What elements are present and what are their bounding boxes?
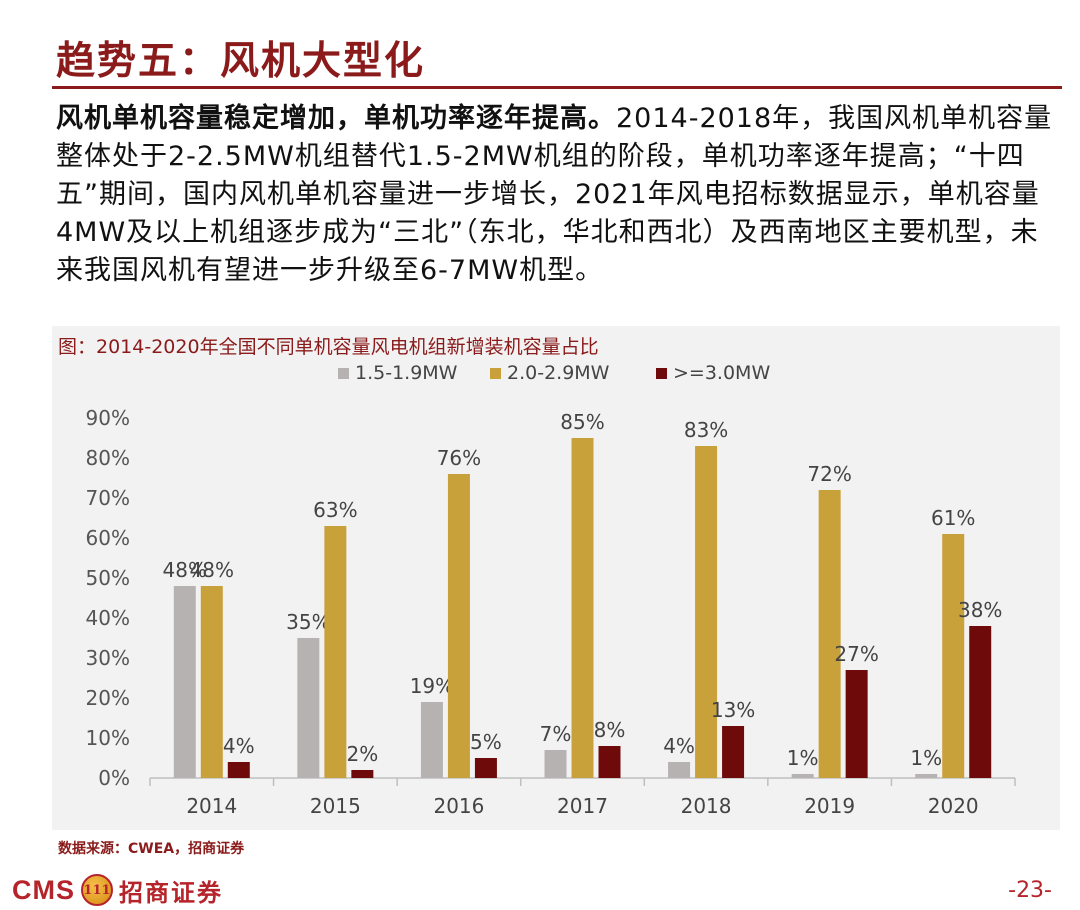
data-label-2017-2: 8%: [594, 718, 626, 742]
data-label-2016-0: 19%: [410, 674, 454, 698]
data-label-2020-0: 1%: [910, 746, 942, 770]
y-tick-label-1: 10%: [86, 726, 130, 750]
data-label-2015-2: 2%: [346, 742, 378, 766]
y-tick-label-3: 30%: [86, 646, 130, 670]
data-label-2018-2: 13%: [711, 698, 755, 722]
bar-2018-0: [668, 762, 691, 778]
bar-2017-1: [571, 438, 594, 778]
body-lead: 风机单机容量稳定增加，单机功率逐年提高。: [56, 103, 616, 134]
data-label-2020-2: 38%: [958, 598, 1002, 622]
x-tick-label-0: 2014: [186, 794, 237, 818]
y-tick-label-6: 60%: [86, 526, 130, 550]
data-label-2019-0: 1%: [787, 746, 819, 770]
bar-2020-1: [942, 534, 965, 778]
x-tick-label-6: 2020: [928, 794, 979, 818]
y-tick-label-2: 20%: [86, 686, 130, 710]
y-tick-label-4: 40%: [86, 606, 130, 630]
y-tick-label-9: 90%: [86, 406, 130, 430]
x-tick-label-3: 2017: [557, 794, 608, 818]
legend-label-2: >=3.0MW: [673, 362, 770, 384]
bar-2014-2: [227, 762, 250, 778]
x-tick-label-5: 2019: [804, 794, 855, 818]
page-number: -23-: [1008, 878, 1052, 903]
legend-swatch-0: [338, 368, 349, 379]
bar-2020-2: [969, 626, 992, 778]
title-divider: [52, 86, 1062, 89]
bar-2014-0: [173, 586, 196, 778]
legend-label-0: 1.5-1.9MW: [355, 362, 458, 384]
bar-2017-2: [598, 746, 621, 778]
data-label-2016-2: 5%: [470, 730, 502, 754]
bar-2015-0: [297, 638, 320, 778]
data-label-2018-1: 83%: [684, 418, 728, 442]
data-label-2015-0: 35%: [286, 610, 330, 634]
bar-2016-0: [420, 702, 443, 778]
legend-label-1: 2.0-2.9MW: [507, 362, 610, 384]
data-label-2015-1: 63%: [313, 498, 357, 522]
y-tick-label-5: 50%: [86, 566, 130, 590]
bar-2019-2: [845, 670, 868, 778]
logo-mark-icon: 111: [81, 874, 113, 906]
data-label-2019-2: 27%: [834, 642, 878, 666]
data-source: 数据来源：CWEA，招商证券: [58, 841, 245, 857]
bar-2019-0: [791, 774, 814, 778]
data-label-2017-1: 85%: [560, 410, 604, 434]
legend-swatch-2: [656, 368, 667, 379]
bar-2016-2: [474, 758, 497, 778]
data-label-2019-1: 72%: [807, 462, 851, 486]
page-title: 趋势五：风机大型化: [56, 38, 426, 84]
data-label-2014-0: 48%: [163, 558, 207, 582]
company-logo: CMS 111 招商证券: [12, 872, 223, 908]
bar-2015-1: [324, 526, 347, 778]
bar-2014-1: [200, 586, 223, 778]
bar-2016-1: [447, 474, 470, 778]
y-tick-label-0: 0%: [98, 766, 130, 790]
data-label-2020-1: 61%: [931, 506, 975, 530]
bar-2015-2: [351, 770, 374, 778]
logo-company-name: 招商证券: [119, 877, 223, 907]
x-tick-label-4: 2018: [681, 794, 732, 818]
bar-2019-1: [818, 490, 841, 778]
bar-2017-0: [544, 750, 567, 778]
data-label-2014-2: 4%: [223, 734, 255, 758]
data-label-2014-1: 48%: [190, 558, 234, 582]
y-tick-label-7: 70%: [86, 486, 130, 510]
data-label-2018-0: 4%: [663, 734, 695, 758]
legend-swatch-1: [490, 368, 501, 379]
data-label-2017-0: 7%: [540, 722, 572, 746]
body-paragraph: 风机单机容量稳定增加，单机功率逐年提高。2014-2018年，我国风机单机容量整…: [56, 100, 1066, 290]
bar-2018-2: [722, 726, 745, 778]
x-tick-label-1: 2015: [310, 794, 361, 818]
data-label-2016-1: 76%: [437, 446, 481, 470]
chart-caption: 图：2014-2020年全国不同单机容量风电机组新增装机容量占比: [58, 336, 599, 358]
logo-cms-text: CMS: [12, 874, 75, 905]
bar-2020-0: [915, 774, 938, 778]
x-tick-label-2: 2016: [433, 794, 484, 818]
body-text: 2014-2018年，我国风机单机容量整体处于2-2.5MW机组替代1.5-2M…: [56, 103, 1053, 286]
bar-2018-1: [695, 446, 718, 778]
y-tick-label-8: 80%: [86, 446, 130, 470]
